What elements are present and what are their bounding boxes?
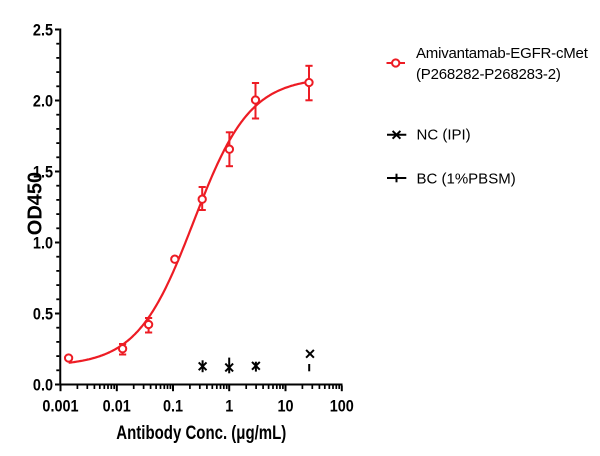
svg-text:0.5: 0.5 bbox=[33, 306, 53, 324]
svg-text:OD450: OD450 bbox=[25, 172, 47, 235]
svg-text:NC (IPI): NC (IPI) bbox=[417, 126, 471, 143]
svg-text:Amivantamab-EGFR-cMet: Amivantamab-EGFR-cMet bbox=[416, 45, 589, 62]
svg-text:(P268282-P268283-2): (P268282-P268283-2) bbox=[416, 66, 561, 83]
svg-text:2.5: 2.5 bbox=[33, 22, 53, 40]
svg-text:0.1: 0.1 bbox=[163, 397, 183, 415]
svg-text:0.0: 0.0 bbox=[33, 377, 53, 395]
svg-text:2.0: 2.0 bbox=[33, 93, 53, 111]
svg-text:Antibody Conc. (μg/mL): Antibody Conc. (μg/mL) bbox=[116, 423, 286, 444]
svg-text:0.01: 0.01 bbox=[103, 397, 131, 415]
svg-text:1: 1 bbox=[225, 397, 233, 415]
svg-text:100: 100 bbox=[330, 397, 354, 415]
svg-text:1.5: 1.5 bbox=[33, 164, 53, 182]
svg-text:BC (1%PBSM): BC (1%PBSM) bbox=[417, 170, 516, 187]
svg-text:0.001: 0.001 bbox=[42, 397, 78, 415]
svg-text:10: 10 bbox=[277, 397, 293, 415]
svg-text:1.0: 1.0 bbox=[33, 235, 53, 253]
